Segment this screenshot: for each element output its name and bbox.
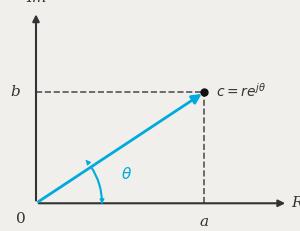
Text: b: b: [10, 85, 20, 99]
Text: Im: Im: [26, 0, 46, 5]
Text: Re: Re: [291, 196, 300, 210]
Text: a: a: [200, 215, 208, 229]
Text: $c = re^{j\theta}$: $c = re^{j\theta}$: [216, 82, 266, 100]
Text: $\theta$: $\theta$: [121, 166, 132, 182]
Text: 0: 0: [16, 213, 26, 226]
